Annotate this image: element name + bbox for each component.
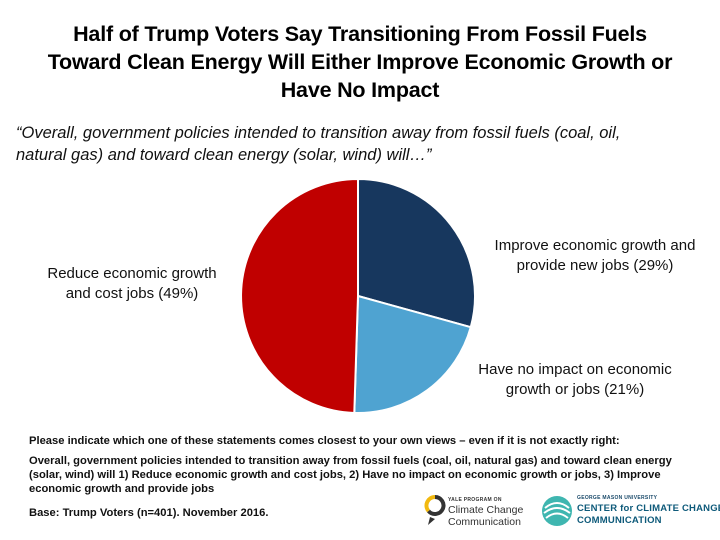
pie-slice-reduce — [240, 177, 359, 414]
footer-base-text: Base: Trump Voters (n=401). November 201… — [29, 507, 269, 519]
yale-climate-logo: YALE PROGRAM ON Climate Change Communica… — [424, 493, 536, 529]
gmu-swirl-icon — [542, 496, 572, 526]
footer-instruction: Please indicate which one of these state… — [29, 434, 620, 448]
gmu-logo-line-2: COMMUNICATION — [577, 515, 662, 526]
yale-logo-line-1: Climate Change — [448, 504, 524, 516]
yale-logo-line-2: Communication — [448, 516, 521, 528]
gmu-logo-line-1: CENTER for CLIMATE CHANGE — [577, 503, 720, 514]
chart-title: Half of Trump Voters Say Transitioning F… — [10, 20, 710, 104]
slice-label-reduce-line-2: and cost jobs (49%) — [65, 285, 199, 302]
yale-speech-bubble-icon — [424, 494, 446, 525]
slice-label-improve: Improve economic growth and provide new … — [484, 236, 706, 276]
yale-logo-small-text: YALE PROGRAM ON — [448, 497, 502, 503]
slice-label-no-impact-line-1: Have no impact on economic — [478, 361, 672, 378]
footer-instruction-text: Please indicate which one of these state… — [29, 435, 620, 447]
question-line-2: natural gas) and toward clean energy (so… — [16, 146, 432, 164]
gmu-logo-small-text: GEORGE MASON UNIVERSITY — [577, 495, 658, 501]
slice-label-reduce-line-1: Reduce economic growth — [47, 265, 217, 282]
footer-base: Base: Trump Voters (n=401). November 201… — [29, 506, 269, 520]
survey-question: “Overall, government policies intended t… — [16, 122, 706, 166]
gmu-center-logo: GEORGE MASON UNIVERSITY CENTER for CLIMA… — [540, 493, 720, 529]
pie-slice-no-impact — [353, 294, 473, 414]
slice-label-improve-line-2: provide new jobs (29%) — [516, 257, 674, 274]
footer-statement-line-2: (solar, wind) will 1) Reduce economic gr… — [29, 469, 661, 481]
slice-label-improve-line-1: Improve economic growth and — [494, 237, 696, 254]
title-line-2: Toward Clean Energy Will Either Improve … — [47, 50, 673, 74]
question-line-1: “Overall, government policies intended t… — [16, 124, 621, 142]
slice-label-reduce: Reduce economic growth and cost jobs (49… — [34, 264, 230, 304]
footer-statement-line-1: Overall, government policies intended to… — [29, 455, 672, 467]
title-line-1: Half of Trump Voters Say Transitioning F… — [73, 22, 647, 46]
footer-statement-line-3: economic growth and provide jobs — [29, 483, 215, 495]
slice-label-no-impact-line-2: growth or jobs (21%) — [505, 381, 645, 398]
footer-statement: Overall, government policies intended to… — [29, 454, 672, 496]
title-line-3: Have No Impact — [280, 78, 440, 102]
slice-label-no-impact: Have no impact on economic growth or job… — [464, 360, 686, 400]
pie-slice-improve — [357, 177, 476, 329]
